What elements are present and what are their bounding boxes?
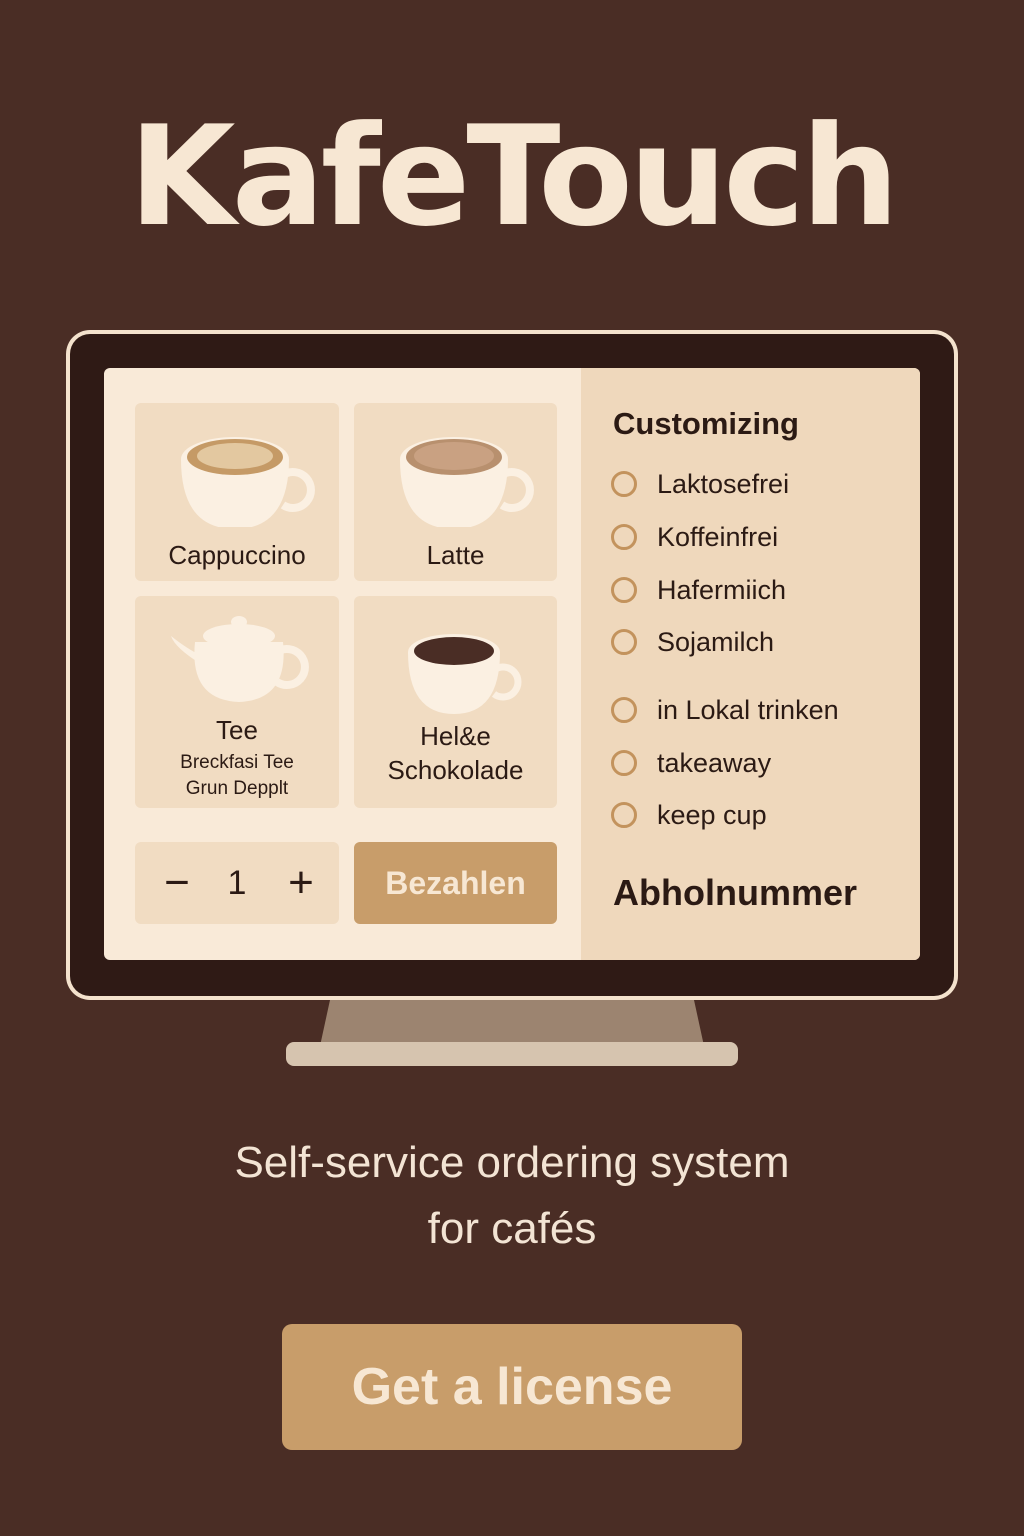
product-tile-tee[interactable]: Tee Breckfasi Tee Grun Depplt [135,596,339,808]
customizing-title: Customizing [613,406,799,441]
radio-button[interactable] [611,471,637,497]
option-keep-cup[interactable]: keep cup [611,797,767,833]
pickup-number-label: Abholnummer [613,872,858,913]
product-tile-hot-chocolate[interactable]: Hel&e Schokolade [354,596,557,808]
option-soy-milk[interactable]: Sojamilch [611,624,774,660]
radio-button[interactable] [611,802,637,828]
tagline-line2: for cafés [427,1204,597,1253]
product-name-latte: Latte [426,540,485,570]
cappuccino-cup-icon [181,437,315,527]
radio-button[interactable] [611,577,637,603]
quantity-minus-button[interactable]: − [164,858,190,907]
radio-button[interactable] [611,629,637,655]
option-takeaway[interactable]: takeaway [611,745,771,781]
quantity-stepper: − 1 + [135,842,339,924]
product-name-hot-chocolate-line2: Schokolade [387,755,524,785]
product-tile-cappuccino[interactable]: Cappuccino [135,403,339,581]
monitor-stand-neck [320,1000,704,1046]
option-decaf[interactable]: Koffeinfrei [611,519,778,555]
product-variant-green-tea: Grun Depplt [185,778,289,799]
product-variant-breakfast-tea: Breckfasi Tee [180,752,294,773]
customizing-panel: Customizing Laktosefrei Koffeinfrei Hafe… [581,368,920,960]
monitor-stand-base [286,1042,738,1066]
option-label: Hafermiich [657,574,787,605]
kiosk-screen: Cappuccino Latte Tee Breckfasi Tee Grun … [104,368,920,960]
product-name-tee: Tee [216,715,258,745]
pay-button[interactable]: Bezahlen [354,842,557,924]
option-lactose-free[interactable]: Laktosefrei [611,466,789,502]
product-tile-latte[interactable]: Latte [354,403,557,581]
radio-button[interactable] [611,697,637,723]
radio-button[interactable] [611,524,637,550]
option-dine-in[interactable]: in Lokal trinken [611,692,839,728]
option-label: Laktosefrei [657,468,790,499]
product-name-hot-chocolate-line1: Hel&e [420,721,491,751]
option-oat-milk[interactable]: Hafermiich [611,572,786,608]
product-name-cappuccino: Cappuccino [168,540,306,570]
brand-title: KafeTouch [128,96,900,257]
option-label: keep cup [657,799,767,830]
option-label: Koffeinfrei [657,521,779,552]
hot-chocolate-cup-icon [408,634,522,714]
option-label: in Lokal trinken [657,694,839,725]
tagline-line1: Self-service ordering system [234,1138,790,1187]
option-label: Sojamilch [657,626,775,657]
teapot-icon [171,616,309,702]
latte-cup-icon [400,437,534,527]
get-license-button[interactable]: Get a license [282,1324,742,1450]
quantity-value: 1 [227,864,247,902]
option-label: takeaway [657,747,772,778]
radio-button[interactable] [611,750,637,776]
quantity-plus-button[interactable]: + [288,858,314,907]
